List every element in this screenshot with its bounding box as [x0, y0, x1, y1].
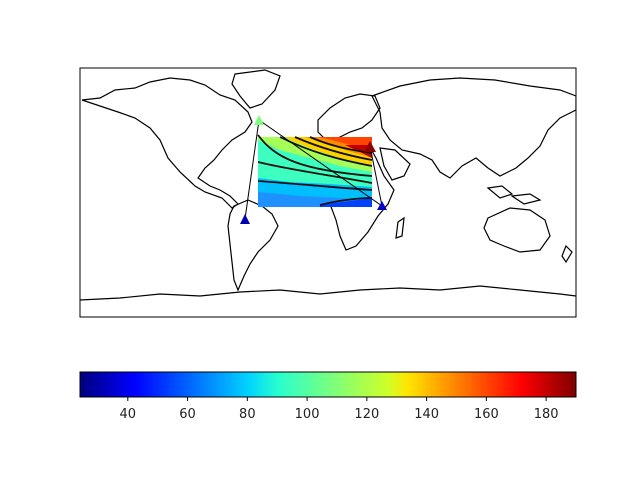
colorbar-ticks: 40 60 80 100 120 140 160 180	[120, 397, 559, 422]
marker-lines	[244, 119, 383, 220]
colorbar-tick-label: 60	[179, 407, 196, 422]
contour-lines	[257, 134, 373, 206]
colorbar-tick-label: 120	[354, 407, 379, 422]
colorbar-tick-label: 80	[239, 407, 256, 422]
map-axes	[79, 67, 577, 318]
marker-triangle-sw	[240, 214, 250, 224]
markers	[240, 115, 387, 224]
map-frame	[79, 67, 577, 318]
marker-triangle-ne	[364, 141, 376, 152]
marker-triangle-nw	[254, 115, 264, 125]
coastlines	[80, 69, 576, 301]
colorbar-tick-label: 40	[120, 407, 137, 422]
filled-contours	[258, 137, 372, 207]
colorbar-tick-label: 140	[414, 407, 439, 422]
colorbar-tick-label: 100	[295, 407, 320, 422]
colorbar: 40 60 80 100 120 140 160 180	[79, 371, 577, 422]
colorbar-tick-label: 160	[474, 407, 499, 422]
colorbar-tick-label: 180	[534, 407, 559, 422]
marker-triangle-se	[377, 201, 387, 210]
